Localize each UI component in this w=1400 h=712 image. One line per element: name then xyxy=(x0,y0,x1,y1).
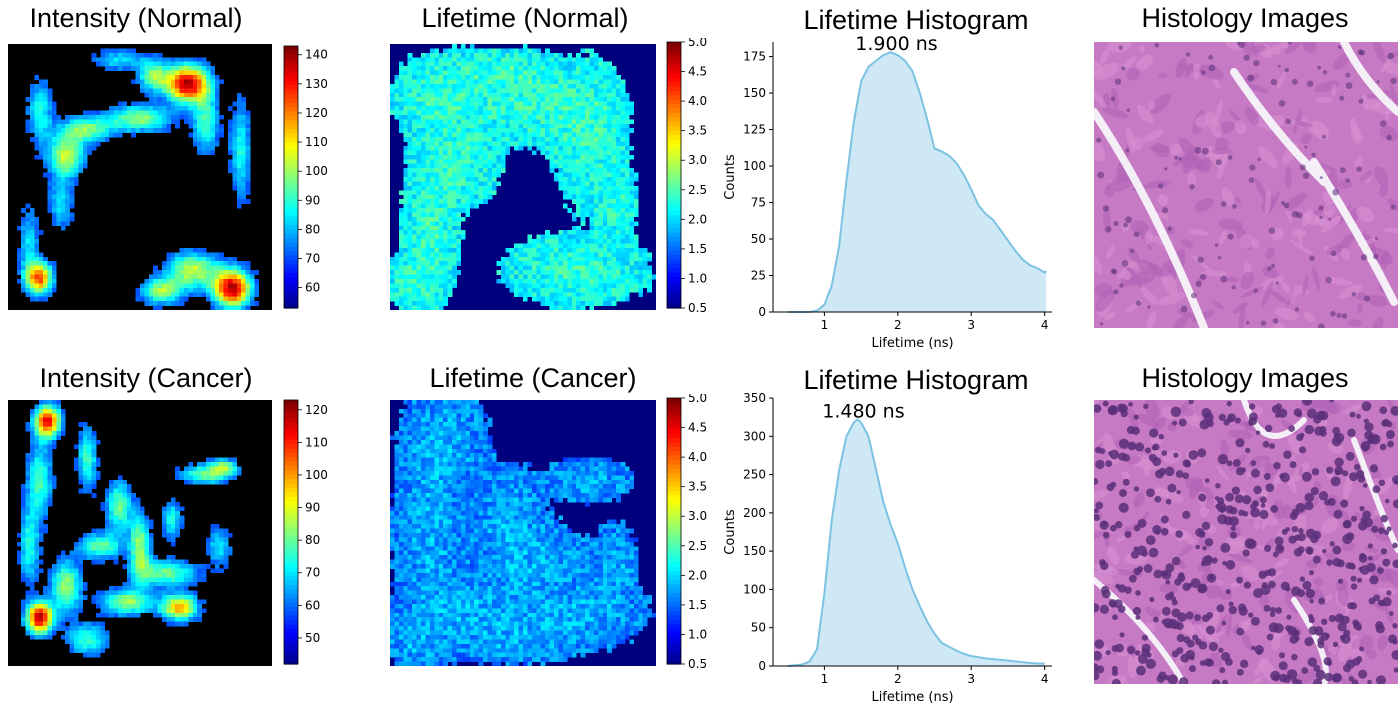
y-tick-label: 125 xyxy=(743,123,766,137)
y-tick-label: 350 xyxy=(743,392,766,405)
title-histology-cancer: Histology Images xyxy=(1141,363,1349,393)
colorbar-tick-label: 1.5 xyxy=(688,598,707,612)
x-tick-label: 3 xyxy=(967,672,975,686)
colorbar-tick-label: 90 xyxy=(305,193,320,207)
kde-line xyxy=(787,51,1047,313)
colorbar-tick-label: 0.5 xyxy=(688,657,707,670)
histogram-cancer: 1.480 ns Lifetime (ns) Counts 1 2 3 4 0 50 100… xyxy=(723,392,1052,705)
colorbar-tick-label: 60 xyxy=(305,598,320,612)
tissue-gap xyxy=(1340,42,1398,116)
y-tick-label: 75 xyxy=(751,196,766,210)
heatmap-intensity-normal xyxy=(8,44,272,310)
colorbar-intensity-cancer: 120 110 100 90 80 70 60 50 xyxy=(283,399,328,665)
colorbar-tick-label: 5.0 xyxy=(688,38,707,49)
colorbar-tick-label: 4.5 xyxy=(688,421,707,435)
y-tick-label: 25 xyxy=(751,269,766,283)
x-tick-label: 1 xyxy=(821,318,829,332)
colorbar-lifetime-normal: 5.0 4.5 4.0 3.5 3.0 2.5 2.0 1.5 1.0 0.5 xyxy=(666,38,707,314)
x-axis-label: Lifetime (ns) xyxy=(871,336,953,351)
colorbar-tick-label: 120 xyxy=(305,403,328,417)
x-tick-label: 3 xyxy=(967,318,975,332)
colorbar-tick-label: 50 xyxy=(305,631,320,645)
y-tick-label: 50 xyxy=(751,621,766,635)
colorbar-tick-label: 5.0 xyxy=(688,394,707,405)
colorbar-tick-label: 120 xyxy=(305,106,328,120)
histology-image-cancer xyxy=(1094,400,1398,684)
colorbar-intensity-normal: 140 130 120 110 100 90 80 70 60 xyxy=(283,45,328,309)
x-tick-label: 2 xyxy=(894,318,902,332)
x-tick-label: 1 xyxy=(821,672,829,686)
tissue-gap xyxy=(1094,108,1208,328)
histology-image-normal xyxy=(1094,42,1398,328)
kde-line xyxy=(787,418,1045,667)
colorbar-tick-label: 2.0 xyxy=(688,568,707,582)
colorbar-tick-label: 100 xyxy=(305,468,328,482)
colorbar-tick-label: 2.0 xyxy=(688,212,707,226)
y-tick-label: 100 xyxy=(743,159,766,173)
x-tick-label: 2 xyxy=(894,672,902,686)
colorbar-tick-label: 4.5 xyxy=(688,65,707,79)
x-tick-label: 4 xyxy=(1041,672,1049,686)
y-tick-label: 150 xyxy=(743,86,766,100)
colorbar-tick-label: 3.0 xyxy=(688,509,707,523)
colorbar-tick-label: 80 xyxy=(305,222,320,236)
colorbar-tick-label: 60 xyxy=(305,281,320,295)
colorbar-tick-label: 3.5 xyxy=(688,480,707,494)
title-lifetime-cancer: Lifetime (Cancer) xyxy=(429,363,637,393)
colorbar-tick-label: 80 xyxy=(305,533,320,547)
tissue-gap xyxy=(1310,158,1398,306)
hist-annotation: 1.480 ns xyxy=(822,400,904,422)
histogram-fill xyxy=(787,419,1045,666)
heatmap-lifetime-cancer xyxy=(390,400,656,666)
tissue-gap xyxy=(1230,68,1328,186)
title-hist-normal: Lifetime Histogram xyxy=(803,5,1029,35)
title-hist-cancer: Lifetime Histogram xyxy=(803,365,1029,395)
y-tick-label: 300 xyxy=(743,429,766,443)
x-tick-label: 4 xyxy=(1041,318,1049,332)
y-tick-label: 250 xyxy=(743,468,766,482)
colorbar-tick-label: 4.0 xyxy=(688,450,707,464)
colorbar-tick-label: 1.0 xyxy=(688,271,707,285)
y-tick-label: 150 xyxy=(743,544,766,558)
y-tick-label: 175 xyxy=(743,50,766,64)
x-axis-label: Lifetime (ns) xyxy=(871,690,953,705)
colorbar-tick-label: 2.5 xyxy=(688,183,707,197)
colorbar-tick-label: 4.0 xyxy=(688,94,707,108)
colorbar-tick-label: 110 xyxy=(305,435,328,449)
colorbar-tick-label: 3.5 xyxy=(688,124,707,138)
y-tick-label: 0 xyxy=(758,305,766,319)
title-intensity-cancer: Intensity (Cancer) xyxy=(39,363,253,393)
colorbar-tick-label: 0.5 xyxy=(688,301,707,314)
colorbar-tick-label: 1.5 xyxy=(688,242,707,256)
colorbar-tick-label: 3.0 xyxy=(688,153,707,167)
y-tick-label: 0 xyxy=(758,659,766,673)
hist-annotation: 1.900 ns xyxy=(855,36,937,55)
y-axis-label: Counts xyxy=(723,154,738,200)
colorbar-tick-label: 90 xyxy=(305,501,320,515)
histogram-fill xyxy=(787,52,1047,312)
colorbar-tick-label: 70 xyxy=(305,252,320,266)
heatmap-intensity-cancer xyxy=(8,400,272,666)
y-tick-label: 50 xyxy=(751,232,766,246)
y-tick-label: 200 xyxy=(743,506,766,520)
title-histology-normal: Histology Images xyxy=(1141,3,1349,33)
colorbar-lifetime-cancer: 5.0 4.5 4.0 3.5 3.0 2.5 2.0 1.5 1.0 0.5 xyxy=(666,394,707,670)
colorbar-tick-label: 130 xyxy=(305,77,328,91)
tissue-gap xyxy=(1241,400,1307,439)
colorbar-tick-label: 2.5 xyxy=(688,539,707,553)
title-intensity-normal: Intensity (Normal) xyxy=(29,3,243,33)
y-tick-label: 100 xyxy=(743,582,766,596)
colorbar-tick-label: 140 xyxy=(305,48,328,62)
colorbar-tick-label: 70 xyxy=(305,566,320,580)
heatmap-lifetime-normal xyxy=(390,44,656,310)
title-lifetime-normal: Lifetime (Normal) xyxy=(421,3,629,33)
colorbar-tick-label: 1.0 xyxy=(688,627,707,641)
y-axis-label: Counts xyxy=(723,509,738,555)
colorbar-tick-label: 110 xyxy=(305,135,328,149)
histogram-normal: 1.900 ns Lifetime (ns) Counts 1 2 3 4 0 25 50 7… xyxy=(723,36,1052,351)
colorbar-tick-label: 100 xyxy=(305,164,328,178)
